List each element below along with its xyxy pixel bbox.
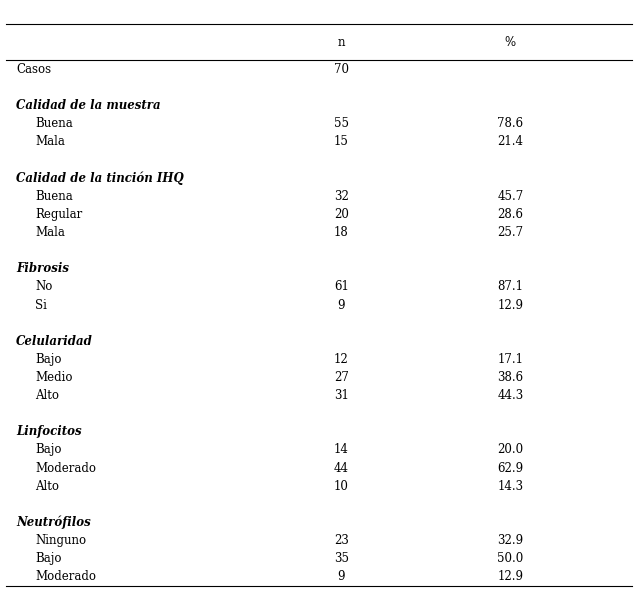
Text: Neutrófilos: Neutrófilos — [16, 516, 91, 529]
Text: 17.1: 17.1 — [498, 353, 523, 366]
Text: Celularidad: Celularidad — [16, 335, 93, 348]
Text: Si: Si — [35, 298, 47, 312]
Text: Mala: Mala — [35, 135, 65, 149]
Text: 20: 20 — [334, 208, 349, 221]
Text: 10: 10 — [334, 480, 349, 493]
Text: 62.9: 62.9 — [498, 461, 523, 475]
Text: Moderado: Moderado — [35, 461, 96, 475]
Text: 44: 44 — [334, 461, 349, 475]
Text: 61: 61 — [334, 280, 349, 294]
Text: 21.4: 21.4 — [498, 135, 523, 149]
Text: 18: 18 — [334, 226, 349, 239]
Text: Bajo: Bajo — [35, 552, 62, 565]
Text: 87.1: 87.1 — [498, 280, 523, 294]
Text: Linfocitos: Linfocitos — [16, 425, 82, 439]
Text: 78.6: 78.6 — [498, 117, 523, 130]
Text: 27: 27 — [334, 371, 349, 384]
Text: n: n — [338, 36, 345, 49]
Text: 14: 14 — [334, 443, 349, 457]
Text: 28.6: 28.6 — [498, 208, 523, 221]
Text: 38.6: 38.6 — [498, 371, 523, 384]
Text: 12: 12 — [334, 353, 349, 366]
Text: 44.3: 44.3 — [497, 389, 524, 402]
Text: Bajo: Bajo — [35, 443, 62, 457]
Text: 32.9: 32.9 — [498, 534, 523, 547]
Text: 23: 23 — [334, 534, 349, 547]
Text: 35: 35 — [334, 552, 349, 565]
Text: 12.9: 12.9 — [498, 298, 523, 312]
Text: 15: 15 — [334, 135, 349, 149]
Text: Regular: Regular — [35, 208, 82, 221]
Text: Buena: Buena — [35, 117, 73, 130]
Text: 25.7: 25.7 — [498, 226, 523, 239]
Text: 31: 31 — [334, 389, 349, 402]
Text: 14.3: 14.3 — [498, 480, 523, 493]
Text: 9: 9 — [338, 570, 345, 583]
Text: Alto: Alto — [35, 480, 59, 493]
Text: No: No — [35, 280, 52, 294]
Text: 32: 32 — [334, 190, 349, 203]
Text: 20.0: 20.0 — [498, 443, 523, 457]
Text: Calidad de la tinción IHQ: Calidad de la tinción IHQ — [16, 172, 184, 185]
Text: 70: 70 — [334, 63, 349, 76]
Text: 55: 55 — [334, 117, 349, 130]
Text: 9: 9 — [338, 298, 345, 312]
Text: Alto: Alto — [35, 389, 59, 402]
Text: Bajo: Bajo — [35, 353, 62, 366]
Text: Ninguno: Ninguno — [35, 534, 86, 547]
Text: 50.0: 50.0 — [497, 552, 524, 565]
Text: Calidad de la muestra: Calidad de la muestra — [16, 99, 161, 112]
Text: Moderado: Moderado — [35, 570, 96, 583]
Text: 12.9: 12.9 — [498, 570, 523, 583]
Text: Fibrosis: Fibrosis — [16, 262, 69, 275]
Text: Medio: Medio — [35, 371, 73, 384]
Text: %: % — [505, 36, 516, 49]
Text: 45.7: 45.7 — [497, 190, 524, 203]
Text: Buena: Buena — [35, 190, 73, 203]
Text: Mala: Mala — [35, 226, 65, 239]
Text: Casos: Casos — [16, 63, 51, 76]
